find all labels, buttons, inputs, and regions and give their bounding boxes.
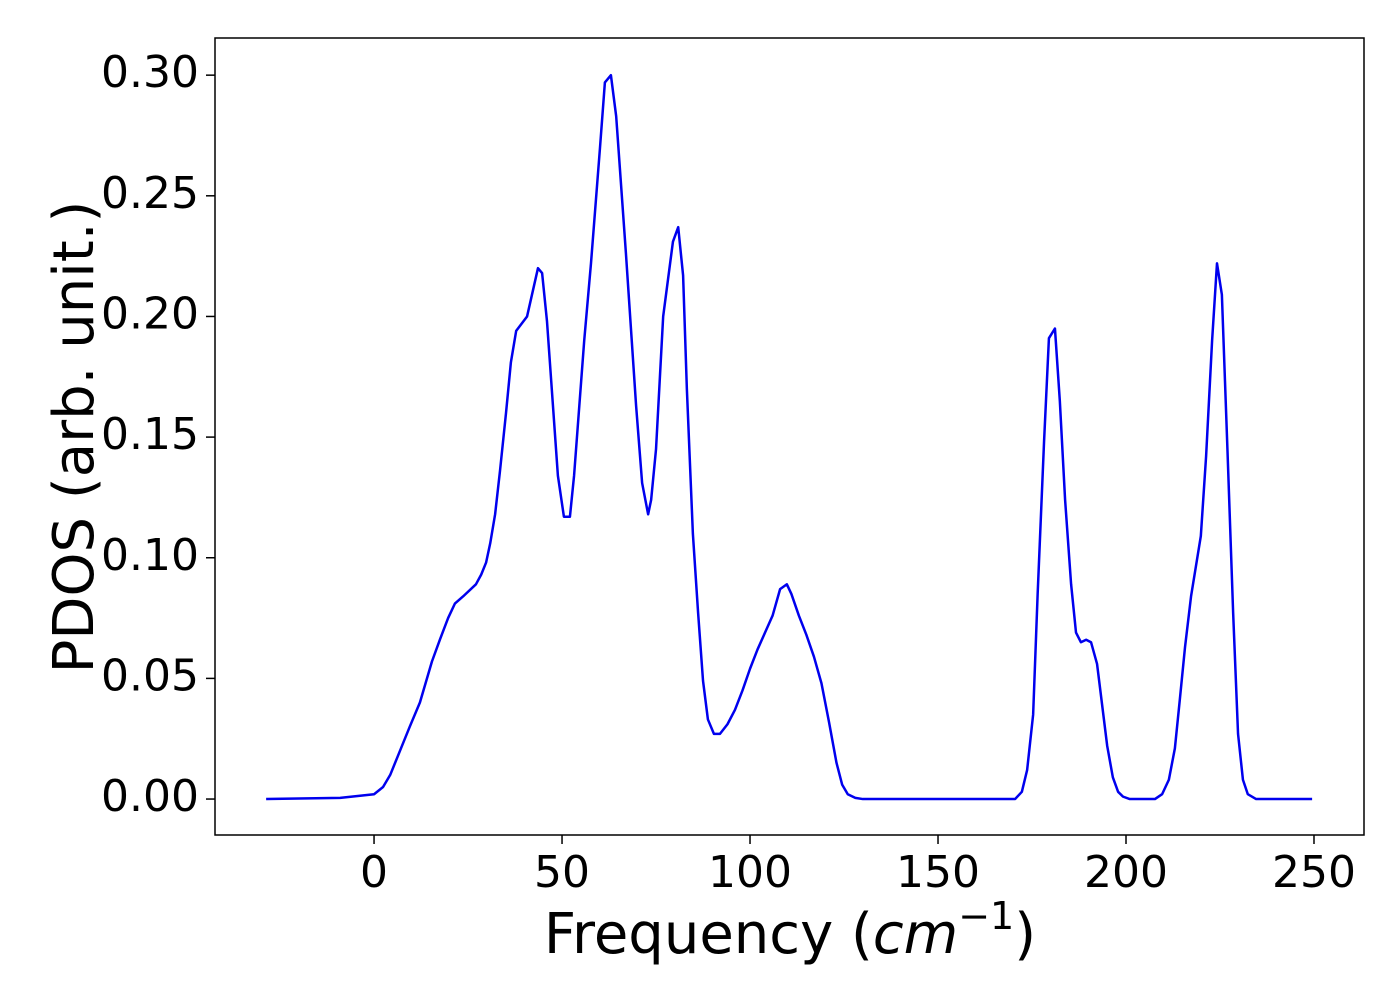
y-tick-label: 0.25 bbox=[101, 168, 199, 219]
x-tick-label: 250 bbox=[1272, 847, 1356, 898]
data-line bbox=[266, 73, 1313, 801]
x-label-sup: −1 bbox=[958, 894, 1014, 938]
y-tick-label: 0.20 bbox=[101, 288, 199, 339]
x-label-math: cm bbox=[873, 902, 958, 967]
y-axis-label: PDOS (arb. unit.) bbox=[42, 201, 107, 674]
x-tick-label: 100 bbox=[708, 847, 792, 898]
x-tick-label: 50 bbox=[534, 847, 590, 898]
x-axis-label: Frequency (cm−1) bbox=[544, 894, 1036, 967]
x-tick-label: 150 bbox=[896, 847, 980, 898]
x-tick-label: 0 bbox=[360, 847, 388, 898]
y-tick-label: 0.30 bbox=[101, 47, 199, 98]
y-tick-label: 0.00 bbox=[101, 771, 199, 822]
y-tick-label: 0.10 bbox=[101, 530, 199, 581]
y-tick-label: 0.05 bbox=[101, 650, 199, 701]
x-label-close: ) bbox=[1014, 902, 1036, 967]
x-label-text: Frequency ( bbox=[544, 902, 873, 967]
y-tick-label: 0.15 bbox=[101, 409, 199, 460]
x-tick-label: 200 bbox=[1084, 847, 1168, 898]
plot-frame bbox=[214, 37, 1365, 836]
